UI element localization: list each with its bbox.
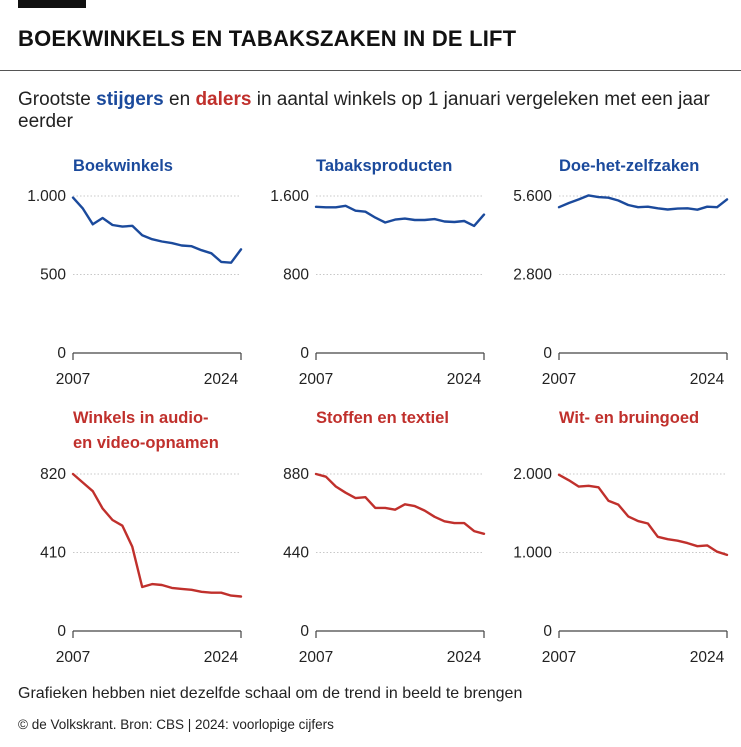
subtitle-fallers: dalers xyxy=(195,89,252,110)
y-tick-label: 1.600 xyxy=(270,188,309,205)
x-tick-label-end: 2024 xyxy=(447,371,482,388)
y-tick-label: 410 xyxy=(40,545,66,562)
panel-title: en video-opnamen xyxy=(73,434,219,452)
panel-title: Winkels in audio- xyxy=(73,409,209,427)
x-tick-label-start: 2007 xyxy=(542,649,576,666)
title-divider xyxy=(0,70,741,71)
y-tick-label: 1.000 xyxy=(27,188,66,205)
y-tick-label: 0 xyxy=(57,345,66,362)
x-tick-label-end: 2024 xyxy=(447,649,482,666)
series-line xyxy=(71,472,243,598)
x-tick-label-start: 2007 xyxy=(56,371,90,388)
x-tick-label-start: 2007 xyxy=(56,649,90,666)
panel-title: Boekwinkels xyxy=(73,157,173,175)
subtitle-post: in aantal winkels op 1 januari vergeleke… xyxy=(18,89,710,132)
panel-title: Tabaksproducten xyxy=(316,157,452,175)
subtitle-pre: Grootste xyxy=(18,89,97,110)
scale-footnote: Grafieken hebben niet dezelfde schaal om… xyxy=(18,685,523,702)
y-tick-label: 0 xyxy=(300,345,309,362)
y-tick-label: 800 xyxy=(283,267,309,284)
panel-title: Wit- en bruingoed xyxy=(559,409,699,427)
series-line xyxy=(71,196,243,264)
panel-title: Stoffen en textiel xyxy=(316,409,449,427)
x-tick-label-start: 2007 xyxy=(299,649,333,666)
x-tick-label-end: 2024 xyxy=(690,371,725,388)
x-tick-label-end: 2024 xyxy=(204,371,239,388)
accent-bar xyxy=(18,0,86,8)
y-tick-label: 880 xyxy=(283,466,309,483)
x-tick-label-start: 2007 xyxy=(299,371,333,388)
subtitle-mid: en xyxy=(163,89,196,110)
series-line xyxy=(557,194,729,211)
y-tick-label: 0 xyxy=(543,345,552,362)
y-tick-label: 2.000 xyxy=(513,466,552,483)
y-tick-label: 5.600 xyxy=(513,188,552,205)
panel-title: Doe-het-zelfzaken xyxy=(559,157,699,175)
source-credit: © de Volkskrant. Bron: CBS | 2024: voorl… xyxy=(18,717,334,732)
chart-title: BOEKWINKELS EN TABAKSZAKEN IN DE LIFT xyxy=(18,26,517,51)
x-tick-label-start: 2007 xyxy=(542,371,576,388)
y-tick-label: 0 xyxy=(300,623,309,640)
y-tick-label: 500 xyxy=(40,267,66,284)
x-tick-label-end: 2024 xyxy=(204,649,239,666)
chart-subtitle: Grootste stijgers en dalers in aantal wi… xyxy=(18,89,728,133)
series-line xyxy=(314,204,486,228)
y-tick-label: 820 xyxy=(40,466,66,483)
series-line xyxy=(314,472,486,535)
x-tick-label-end: 2024 xyxy=(690,649,725,666)
y-tick-label: 0 xyxy=(57,623,66,640)
y-tick-label: 0 xyxy=(543,623,552,640)
series-line xyxy=(557,473,729,557)
y-tick-label: 2.800 xyxy=(513,267,552,284)
subtitle-risers: stijgers xyxy=(96,89,164,110)
y-tick-label: 1.000 xyxy=(513,545,552,562)
y-tick-label: 440 xyxy=(283,545,309,562)
